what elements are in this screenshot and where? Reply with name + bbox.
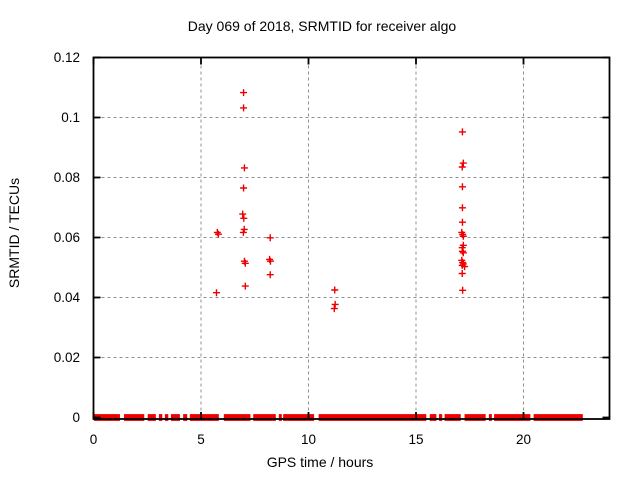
data-point-marker [458,218,466,226]
data-point-marker [459,159,467,167]
zero-value-marker-band [147,414,156,421]
data-point-marker [241,259,249,267]
data-point-marker [240,104,248,112]
zero-value-marker-band [158,414,163,421]
data-point-marker [240,214,248,222]
data-point-marker [266,271,274,279]
data-point-marker [240,184,248,192]
zero-value-marker-band [444,414,461,421]
zero-value-marker-band [170,414,180,421]
gridlines-layer [95,59,609,418]
x-tick-label: 0 [90,432,98,447]
zero-value-marker-band [429,414,437,421]
data-point-marker [459,249,467,257]
plot-border [92,56,611,420]
data-points-layer [93,89,583,421]
data-point-marker [239,210,247,218]
data-point-marker [459,286,467,294]
data-point-marker [330,305,338,313]
axis-border-layer [92,56,611,420]
data-point-marker [461,263,469,271]
data-point-marker [214,230,222,238]
zero-value-marker-band [189,414,219,421]
zero-value-marker-band [93,414,120,421]
zero-value-marker-band [183,414,188,421]
zero-value-marker-band [278,414,282,421]
y-tick-label: 0 [72,410,80,425]
y-tick-label: 0.06 [54,230,80,245]
y-axis-label: SRMTID / TECUs [6,178,22,288]
x-tick-label: 10 [301,432,316,447]
data-point-marker [458,247,466,255]
data-point-marker [239,228,247,236]
chart-title: Day 069 of 2018, SRMTID for receiver alg… [188,18,457,34]
y-tick-label: 0.02 [54,350,80,365]
data-point-marker [459,232,467,240]
zero-value-marker-band [164,414,169,421]
x-tick-label: 5 [197,432,205,447]
data-point-marker [458,128,466,136]
data-point-marker [331,286,339,294]
zero-value-marker-band [124,414,145,421]
zero-value-marker-band [488,414,492,421]
data-point-marker [458,270,466,277]
plus-markers-group [212,89,469,313]
zero-value-marker-band [533,414,583,421]
data-point-marker [266,257,274,265]
y-tick-label: 0.08 [54,170,80,185]
data-point-marker [458,183,466,191]
data-point-marker [458,163,466,171]
zero-value-marker-band [253,414,276,421]
y-tick-label: 0.1 [61,110,80,125]
data-point-marker [241,282,249,290]
zero-value-marker-band [439,414,443,421]
data-point-marker [331,300,339,308]
x-tick-label: 15 [408,432,423,447]
zero-value-marker-band [464,414,486,421]
data-point-marker [240,164,248,172]
y-tick-label: 0.12 [54,50,80,65]
data-point-marker [240,89,248,97]
y-tick-label: 0.04 [54,290,81,305]
data-point-marker [266,234,274,242]
zero-value-marker-band [318,414,427,421]
x-tick-label: 20 [516,432,531,447]
data-point-marker [212,289,220,297]
zero-value-marker-band [223,414,251,421]
zero-value-marker-band [283,414,315,421]
data-point-marker [458,204,466,212]
zero-value-marker-band [494,414,531,421]
x-axis-label: GPS time / hours [267,454,374,470]
tick-label-layer: 0 5 10 15 20 0 0.02 0.04 0.06 0.08 0.1 0.12 [54,50,531,447]
